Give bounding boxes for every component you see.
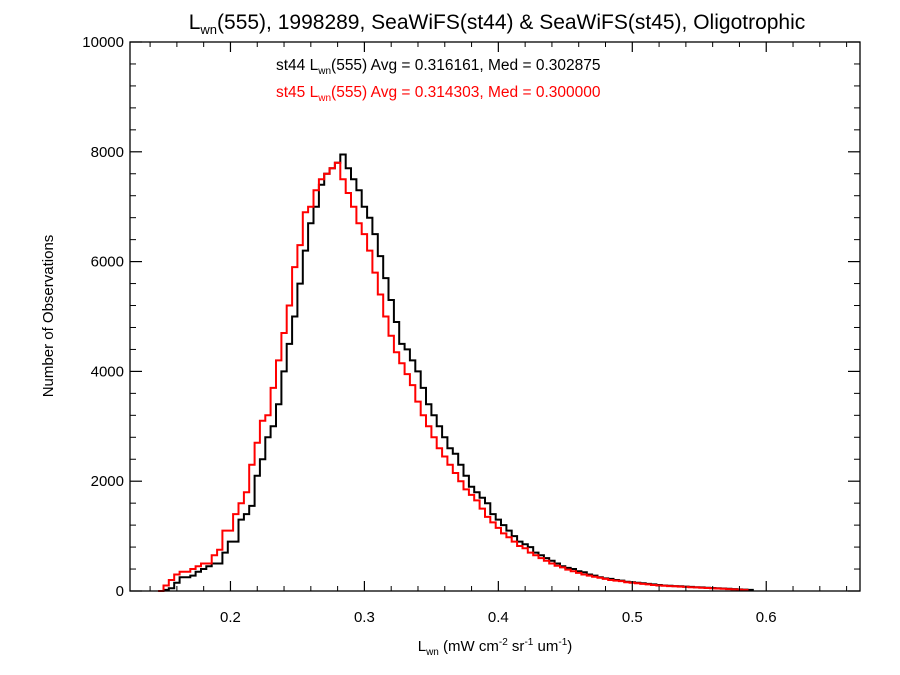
st45-stats-annotation: st45 Lwn(555) Avg = 0.314303, Med = 0.30… (276, 84, 601, 104)
y-tick-label: 6000 (91, 254, 124, 271)
series-st44-histogram (162, 153, 754, 591)
x-tick-label: 0.2 (220, 609, 241, 626)
x-tick-label: 0.3 (354, 609, 375, 626)
y-axis-label: Number of Observations (40, 235, 57, 398)
st44-stats-annotation: st44 Lwn(555) Avg = 0.316161, Med = 0.30… (276, 57, 601, 77)
y-tick-label: 0 (116, 583, 124, 600)
series-st45-histogram (158, 161, 749, 592)
y-tick-label: 8000 (91, 144, 124, 161)
y-tick-label: 2000 (91, 473, 124, 490)
x-axis-label: Lwn (mW cm-2 sr-1 um-1) (418, 637, 573, 658)
series-layer (158, 153, 754, 592)
x-tick-label: 0.6 (756, 609, 777, 626)
x-tick-label: 0.5 (622, 609, 643, 626)
x-tick-label: 0.4 (488, 609, 509, 626)
x-axis-ticks: 0.2 0.3 0.4 0.5 0.6 (149, 42, 848, 626)
plot-frame (129, 41, 861, 592)
chart-title: Lwn(555), 1998289, SeaWiFS(st44) & SeaWi… (189, 11, 806, 37)
y-axis-ticks: 0 2000 4000 6000 8000 10000 (82, 34, 860, 600)
y-tick-label: 10000 (82, 34, 124, 51)
y-tick-label: 4000 (91, 363, 124, 380)
